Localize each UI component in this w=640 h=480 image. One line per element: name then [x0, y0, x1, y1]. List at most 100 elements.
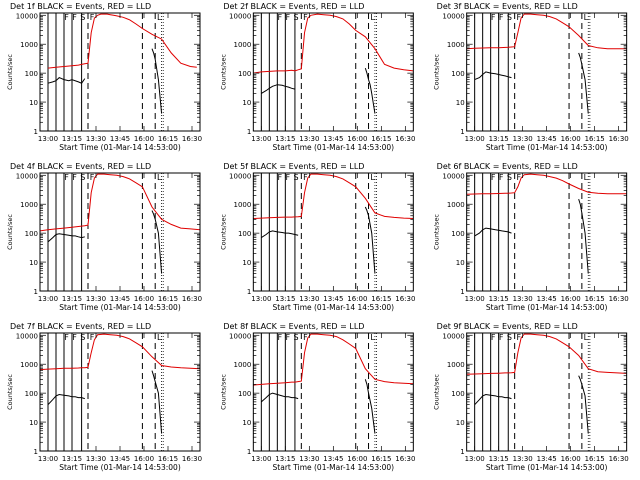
y-tick-label: 1	[460, 448, 464, 456]
state-mark: L	[157, 13, 162, 22]
state-mark: L	[370, 173, 375, 182]
y-tick-label: 10	[456, 419, 465, 427]
x-tick-label: 16:30	[609, 135, 629, 143]
state-mark: S	[294, 173, 299, 182]
x-tick-label: 13:15	[275, 295, 295, 303]
state-mark: F	[278, 173, 283, 182]
panel-title: Det 7f BLACK = Events, RED = LLD	[10, 322, 151, 331]
x-axis-label: Start Time (01-Mar-14 14:53:00)	[486, 463, 608, 472]
y-tick-label: 1000	[234, 41, 252, 49]
y-tick-label: 1	[34, 128, 38, 136]
state-mark: L	[584, 333, 589, 342]
state-mark: F	[516, 13, 521, 22]
y-tick-label: 1000	[20, 41, 38, 49]
x-tick-label: 16:00	[347, 295, 367, 303]
x-tick-label: 16:30	[182, 455, 202, 463]
state-mark: L	[584, 173, 589, 182]
x-tick-label: 13:00	[465, 135, 485, 143]
x-tick-label: 16:00	[561, 135, 581, 143]
state-mark: S	[507, 333, 512, 342]
state-mark: F	[90, 13, 95, 22]
state-mark: F	[303, 173, 308, 182]
plot-area	[253, 333, 414, 451]
x-tick-label: 13:00	[465, 455, 485, 463]
y-tick-label: 100	[25, 230, 38, 238]
y-tick-label: 10000	[16, 12, 38, 20]
state-mark: F	[72, 333, 77, 342]
events-series-line	[151, 48, 163, 114]
state-mark: F	[499, 173, 504, 182]
lld-series-line	[466, 173, 627, 195]
events-series-line	[578, 375, 589, 434]
x-tick-label: 13:30	[86, 295, 106, 303]
x-tick-label: 13:30	[86, 455, 106, 463]
x-tick-label: 13:15	[489, 455, 509, 463]
state-mark: S	[507, 173, 512, 182]
y-tick-label: 10	[29, 419, 38, 427]
x-tick-label: 13:45	[323, 295, 343, 303]
x-tick-label: 13:45	[110, 455, 130, 463]
plot-area	[466, 333, 627, 451]
x-tick-label: 13:45	[537, 135, 557, 143]
y-tick-label: 1000	[20, 201, 38, 209]
x-tick-label: 13:00	[251, 455, 271, 463]
y-tick-label: 1000	[20, 361, 38, 369]
state-mark: F	[72, 173, 77, 182]
panel-title: Det 9f BLACK = Events, RED = LLD	[437, 322, 578, 331]
lld-series-line	[40, 333, 200, 371]
y-tick-label: 1	[460, 288, 464, 296]
y-tick-label: 10000	[442, 12, 464, 20]
x-tick-label: 16:00	[347, 455, 367, 463]
y-tick-label: 10	[242, 99, 251, 107]
state-mark: F	[499, 13, 504, 22]
plot-area	[466, 173, 627, 291]
plot-area	[253, 13, 414, 131]
x-axis-label: Start Time (01-Mar-14 14:53:00)	[59, 463, 181, 472]
events-series-line	[474, 393, 512, 406]
x-axis-label: Start Time (01-Mar-14 14:53:00)	[273, 143, 395, 152]
lld-series-line	[253, 173, 414, 219]
y-axis-label: Counts/sec	[6, 214, 14, 250]
y-tick-label: 100	[238, 390, 251, 398]
state-mark: F	[278, 333, 283, 342]
x-tick-label: 13:30	[299, 295, 319, 303]
x-tick-label: 13:30	[513, 295, 533, 303]
lld-series-line	[253, 333, 414, 386]
y-tick-label: 10000	[16, 332, 38, 340]
x-tick-label: 13:15	[489, 295, 509, 303]
x-tick-label: 13:15	[275, 455, 295, 463]
x-tick-label: 13:00	[38, 295, 58, 303]
lld-series-line	[47, 13, 197, 69]
y-tick-label: 1000	[447, 41, 465, 49]
state-mark: F	[64, 173, 69, 182]
lld-series-line	[466, 333, 627, 375]
state-mark: F	[303, 333, 308, 342]
y-axis-label: Counts/sec	[433, 54, 441, 90]
x-tick-label: 13:15	[62, 135, 82, 143]
y-tick-label: 1	[460, 128, 464, 136]
plot-area	[253, 173, 414, 291]
state-mark: L	[370, 13, 375, 22]
y-tick-label: 100	[238, 70, 251, 78]
events-series-line	[474, 71, 512, 81]
y-tick-label: 100	[25, 390, 38, 398]
state-mark: S	[80, 333, 85, 342]
plot-area	[47, 13, 197, 131]
y-tick-label: 10	[242, 419, 251, 427]
x-tick-label: 13:45	[323, 135, 343, 143]
y-tick-label: 10000	[16, 172, 38, 180]
events-series-line	[47, 393, 85, 406]
events-series-line	[364, 206, 376, 274]
events-series-line	[364, 379, 376, 434]
x-tick-label: 16:00	[134, 295, 154, 303]
state-mark: L	[157, 333, 162, 342]
x-tick-label: 16:15	[371, 135, 391, 143]
x-tick-label: 16:00	[347, 135, 367, 143]
x-tick-label: 13:15	[62, 295, 82, 303]
